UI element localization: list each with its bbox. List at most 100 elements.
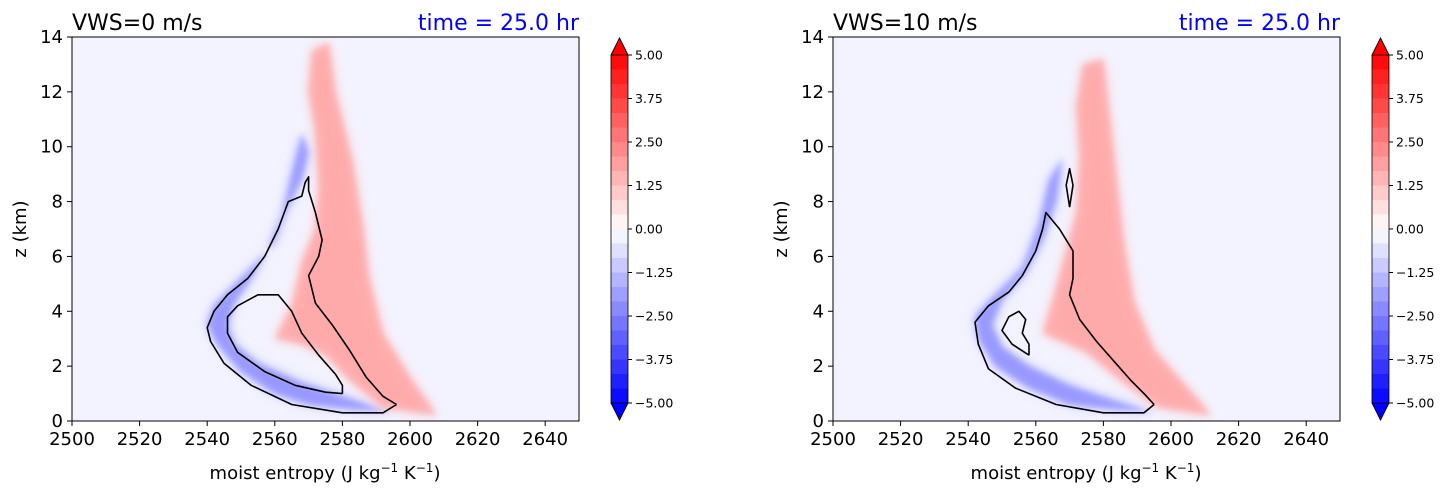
- x-tick-label: 2640: [522, 429, 568, 450]
- colorbar-segment: [1372, 142, 1389, 157]
- y-tick-label: 10: [40, 137, 63, 158]
- colorbar: 5.00 3.75 2.50 1.25 0.00 −1.25 −2.50 −3.75 −5.00: [610, 37, 673, 421]
- y-tick-label: 8: [52, 192, 63, 213]
- y-tick-label: 6: [52, 246, 63, 267]
- x-axis: 2500 2520 2540 2560 2580 2600 2620 2640: [49, 421, 568, 450]
- x-tick-label: 2580: [1080, 429, 1126, 450]
- colorbar-segment: [611, 287, 628, 302]
- colorbar-segment: [1372, 258, 1389, 273]
- colorbar-tick-label: 5.00: [635, 48, 663, 63]
- colorbar-segment: [611, 156, 628, 172]
- x-tick-label: 2500: [810, 429, 856, 450]
- y-tick-label: 2: [813, 356, 824, 377]
- x-tick-label: 2560: [252, 429, 298, 450]
- x-tick-label: 2540: [184, 429, 230, 450]
- y-tick-label: 2: [52, 356, 63, 377]
- title-left: VWS=10 m/s: [833, 11, 978, 36]
- colorbar-segment: [1372, 98, 1389, 114]
- colorbar-segment: [611, 330, 628, 346]
- colorbar-segment: [1372, 214, 1389, 230]
- colorbar-tick-label: 2.50: [1396, 135, 1424, 150]
- x-tick-label: 2540: [945, 429, 991, 450]
- contour-line: [1001, 310, 1030, 356]
- colorbar-segment: [1372, 287, 1389, 302]
- y-tick-label: 14: [801, 27, 824, 48]
- title-right: time = 25.0 hr: [418, 11, 580, 36]
- colorbar-tick-label: −1.25: [1396, 265, 1434, 280]
- y-axis: 0 2 4 6 8 10 12 14: [40, 27, 72, 432]
- y-axis-label: z (km): [10, 200, 31, 257]
- panel-left: 2500 2520 2540 2560 2580 2600 2620 2640 0 2 4 6 8 10…: [10, 11, 673, 484]
- colorbar-tick-label: 5.00: [1396, 48, 1424, 63]
- x-tick-label: 2520: [117, 429, 163, 450]
- y-tick-label: 12: [801, 82, 824, 103]
- colorbar-segment: [1372, 156, 1389, 172]
- y-tick-label: 0: [52, 411, 63, 432]
- colorbar-segment: [1372, 330, 1389, 346]
- colorbar-segment: [611, 214, 628, 230]
- colorbar-tick-label: −2.50: [1396, 309, 1434, 324]
- colorbar-segment: [1372, 171, 1389, 186]
- colorbar-extend-max: [610, 37, 629, 56]
- contour-line: [226, 293, 344, 395]
- colorbar-segment: [1372, 55, 1389, 70]
- colorbar-segment: [611, 229, 628, 244]
- colorbar-segment: [1372, 272, 1389, 288]
- negative-anomaly-core: [975, 157, 1155, 413]
- colorbar-tick-label: −3.75: [635, 352, 673, 367]
- colorbar-segment: [611, 127, 628, 143]
- colorbar-tick-label: 0.00: [635, 222, 663, 237]
- colorbar-segment: [1372, 185, 1389, 201]
- contour-line: [1065, 167, 1074, 208]
- plot-frame: [832, 36, 1341, 422]
- title-right: time = 25.0 hr: [1179, 11, 1341, 36]
- colorbar-segment: [1372, 127, 1389, 143]
- colorbar-tick-label: 2.50: [635, 135, 663, 150]
- colorbar-extend-min: [1371, 402, 1390, 421]
- contour-line: [974, 211, 1155, 414]
- x-axis: 2500 2520 2540 2560 2580 2600 2620 2640: [810, 421, 1329, 450]
- x-tick-label: 2640: [1283, 429, 1329, 450]
- colorbar-tick-label: −5.00: [1396, 396, 1434, 411]
- y-tick-label: 4: [813, 301, 824, 322]
- colorbar-tick-label: −1.25: [635, 265, 673, 280]
- colorbar-segment: [611, 258, 628, 273]
- colorbar-tick-label: 1.25: [635, 178, 663, 193]
- contourf-field: [207, 42, 437, 416]
- colorbar-segment: [611, 84, 628, 99]
- colorbar-segment: [1372, 316, 1389, 331]
- contour-line: [206, 176, 397, 414]
- colorbar-segment: [1372, 388, 1389, 404]
- colorbar-tick-label: 0.00: [1396, 222, 1424, 237]
- colorbar-segment: [1372, 345, 1389, 360]
- colorbar-segment: [611, 301, 628, 317]
- positive-anomaly-core: [274, 42, 437, 416]
- y-axis-label: z (km): [771, 200, 792, 257]
- colorbar-segment: [1372, 301, 1389, 317]
- x-axis-label: moist entropy (J kg−1 K−1): [210, 461, 441, 484]
- panel-right: 2500 2520 2540 2560 2580 2600 2620 2640 0 2 4 6 8 10…: [771, 11, 1434, 484]
- colorbar-segment: [611, 113, 628, 128]
- x-axis-label: moist entropy (J kg−1 K−1): [971, 461, 1202, 484]
- colorbar-segment: [611, 69, 628, 85]
- y-tick-label: 12: [40, 82, 63, 103]
- colorbar-segment: [611, 55, 628, 70]
- colorbar-segment: [611, 316, 628, 331]
- colorbar-segment: [611, 345, 628, 360]
- x-tick-label: 2600: [387, 429, 433, 450]
- colorbar-tick-label: −5.00: [635, 396, 673, 411]
- colorbar-segment: [1372, 374, 1389, 389]
- x-tick-label: 2500: [49, 429, 95, 450]
- colorbar-segment: [611, 171, 628, 186]
- plot-frame: [71, 36, 580, 422]
- colorbar-segment: [611, 185, 628, 201]
- x-tick-label: 2620: [1216, 429, 1262, 450]
- contour-lines: [206, 176, 397, 414]
- colorbar-extend-min: [610, 402, 629, 421]
- x-tick-label: 2620: [455, 429, 501, 450]
- colorbar-segment: [611, 98, 628, 114]
- y-axis: 0 2 4 6 8 10 12 14: [801, 27, 833, 432]
- colorbar-segment: [1372, 200, 1389, 215]
- y-tick-label: 0: [813, 411, 824, 432]
- colorbar-segment: [611, 200, 628, 215]
